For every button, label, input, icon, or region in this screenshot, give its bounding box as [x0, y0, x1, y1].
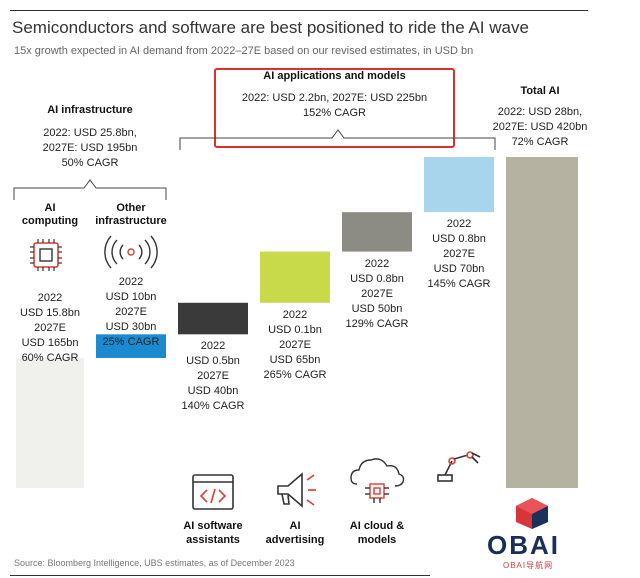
watermark-subtitle: OBAI导航网: [503, 561, 554, 570]
bar-4: [342, 212, 412, 252]
bar-3: [260, 251, 330, 303]
bar-6: [506, 157, 578, 488]
bar-2: [178, 302, 248, 335]
bar-value-label-4: 2022 USD 0.8bn 2027E USD 50bn 129% CAGR: [345, 257, 409, 330]
category-label-0: AI computing: [21, 202, 79, 227]
bar-5: [424, 157, 494, 213]
wireless-signal-icon: [104, 235, 158, 269]
infra-group-title: AI infrastructure: [47, 104, 133, 116]
chip-icon: [30, 239, 62, 271]
watermark-logo: OBAI: [487, 530, 560, 560]
apps-group-title: AI applications and models: [263, 70, 406, 82]
source-note: Source: Bloomberg Intelligence, UBS esti…: [14, 558, 295, 568]
robot-arm-icon: [437, 451, 481, 482]
bar-value-label-1: 2022 USD 10bn 2027E USD 30bn 25% CAGR: [102, 276, 160, 348]
total-group-title: Total AI: [520, 85, 560, 97]
bar-value-label-2: 2022 USD 0.5bn 2027E USD 40bn 140% CAGR: [181, 340, 245, 413]
apps-highlight-box: [214, 68, 455, 148]
apps-group-summary: 2022: USD 2.2bn, 2027E: USD 225bn 152% C…: [241, 92, 428, 119]
bottom-rule: [10, 575, 430, 576]
chart-subtitle: 15x growth expected in AI demand from 20…: [14, 45, 474, 57]
bar-value-label-3: 2022 USD 0.1bn 2027E USD 65bn 265% CAGR: [263, 308, 327, 381]
category-label-4: AI cloud & models: [349, 520, 405, 546]
category-label-3: AI advertising: [265, 520, 325, 546]
code-window-icon: [192, 474, 234, 510]
bar-1: [96, 334, 166, 358]
infra-group-summary: 2022: USD 25.8bn, 2027E: USD 195bn 50% C…: [42, 127, 138, 169]
watermark-cube-icon: [516, 498, 548, 529]
total-group-summary: 2022: USD 28bn, 2027E: USD 420bn 72% CAG…: [492, 106, 588, 148]
bar-value-label-0: 2022 USD 15.8bn 2027E USD 165bn 60% CAGR: [20, 292, 80, 364]
cloud-chip-icon: [350, 458, 405, 503]
chart-title: Semiconductors and software are best pos…: [12, 18, 529, 37]
infra-bracket: [13, 179, 167, 200]
top-rule: [10, 10, 588, 11]
bar-value-label-5: 2022 USD 0.8bn 2027E USD 70bn 145% CAGR: [427, 218, 491, 291]
bar-0: [16, 357, 84, 488]
megaphone-icon: [277, 472, 316, 508]
apps-bracket: [179, 129, 496, 150]
category-label-2: AI software assistants: [183, 520, 243, 546]
category-label-1: Other infrastructure: [95, 202, 167, 227]
